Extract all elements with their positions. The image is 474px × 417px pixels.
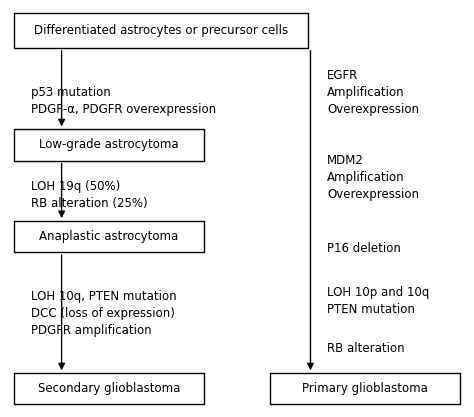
FancyBboxPatch shape — [270, 373, 460, 404]
Text: P16 deletion: P16 deletion — [327, 241, 401, 255]
Text: EGFR
Amplification
Overexpression: EGFR Amplification Overexpression — [327, 69, 419, 116]
Text: LOH 19q (50%)
RB alteration (25%): LOH 19q (50%) RB alteration (25%) — [31, 180, 147, 210]
Text: LOH 10q, PTEN mutation
DCC (loss of expression)
PDGFR amplification: LOH 10q, PTEN mutation DCC (loss of expr… — [31, 290, 176, 337]
Text: RB alteration: RB alteration — [327, 342, 405, 355]
FancyBboxPatch shape — [14, 373, 204, 404]
Text: p53 mutation
PDGF-α, PDGFR overexpression: p53 mutation PDGF-α, PDGFR overexpressio… — [31, 86, 216, 116]
FancyBboxPatch shape — [14, 221, 204, 252]
Text: Low-grade astrocytoma: Low-grade astrocytoma — [39, 138, 179, 151]
Text: Differentiated astrocytes or precursor cells: Differentiated astrocytes or precursor c… — [34, 24, 288, 37]
Text: MDM2
Amplification
Overexpression: MDM2 Amplification Overexpression — [327, 154, 419, 201]
Text: Anaplastic astrocytoma: Anaplastic astrocytoma — [39, 230, 179, 243]
FancyBboxPatch shape — [14, 129, 204, 161]
Text: Secondary glioblastoma: Secondary glioblastoma — [38, 382, 180, 395]
FancyBboxPatch shape — [14, 13, 308, 48]
Text: LOH 10p and 10q
PTEN mutation: LOH 10p and 10q PTEN mutation — [327, 286, 429, 316]
Text: Primary glioblastoma: Primary glioblastoma — [302, 382, 428, 395]
